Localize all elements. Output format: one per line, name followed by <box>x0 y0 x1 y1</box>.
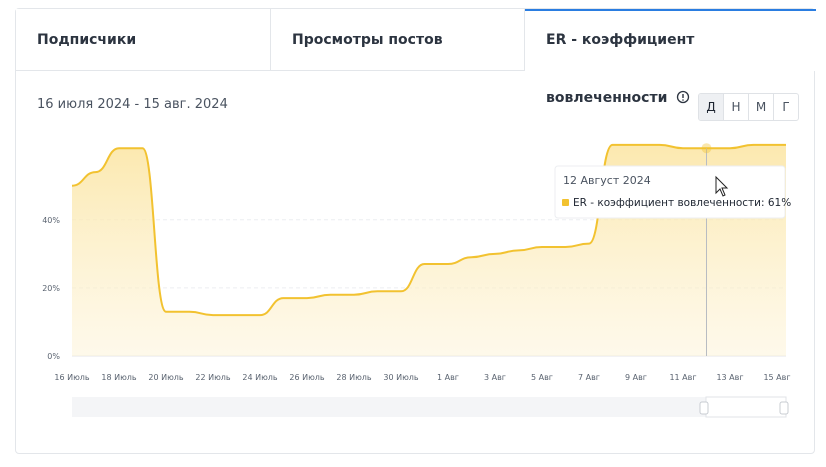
tab[interactable]: Подписчики <box>16 9 271 71</box>
navigator-handle[interactable] <box>699 401 709 415</box>
period-button[interactable]: Н <box>723 94 748 120</box>
navigator-window[interactable] <box>705 396 787 418</box>
x-tick-label: 28 Июль <box>336 373 372 382</box>
x-tick-label: 22 Июль <box>195 373 231 382</box>
cursor <box>715 175 729 197</box>
x-tick-label: 18 Июль <box>101 373 137 382</box>
period-button[interactable]: Д <box>699 94 723 120</box>
tab-label: ER - коэффициент вовлеченности <box>546 32 695 106</box>
navigator-track <box>72 397 786 417</box>
tooltip-date: 12 Август 2024 <box>563 174 651 187</box>
x-tick-label: 13 Авг <box>716 373 743 382</box>
x-tick-label: 9 Авг <box>625 373 647 382</box>
x-tick-label: 30 Июль <box>383 373 419 382</box>
tooltip-box <box>554 165 786 219</box>
period-buttons: Д Н М Г <box>698 93 799 121</box>
period-button[interactable]: Г <box>773 94 798 120</box>
tab[interactable]: Просмотры постов <box>271 9 525 71</box>
x-tick-label: 11 Авг <box>669 373 696 382</box>
navigator-handle[interactable] <box>779 401 789 415</box>
tooltip: 12 Август 2024 ER - коэффициент вовлеченн… <box>554 165 791 219</box>
line <box>71 143 786 317</box>
tooltip-text: ER - коэффициент вовлеченности: 61% <box>573 197 791 209</box>
x-tick-label: 15 Авг <box>763 373 790 382</box>
x-tick-label: 5 Авг <box>531 373 553 382</box>
x-tick-label: 3 Авг <box>484 373 506 382</box>
navigator[interactable] <box>72 396 789 418</box>
x-tick-label: 1 Авг <box>437 373 459 382</box>
x-tick-label: 24 Июль <box>242 373 278 382</box>
x-tick-label: 26 Июль <box>289 373 325 382</box>
y-tick-label: 0% <box>47 352 60 361</box>
hover-point <box>701 143 712 154</box>
x-tick-label: 20 Июль <box>148 373 184 382</box>
tabs: Подписчики Просмотры постов ER - коэффиц… <box>16 9 816 106</box>
period-button[interactable]: М <box>748 94 773 120</box>
x-tick-label: 16 Июль <box>54 373 90 382</box>
x-tick-label: 7 Авг <box>578 373 600 382</box>
tab-active[interactable]: ER - коэффициент вовлеченности <box>525 9 816 106</box>
date-range[interactable]: 16 июля 2024 - 15 авг. 2024 <box>37 97 228 112</box>
y-tick-label: 40% <box>42 216 60 225</box>
info-icon[interactable] <box>676 90 690 104</box>
tooltip-swatch <box>562 199 569 206</box>
y-tick-label: 20% <box>42 284 60 293</box>
card: Подписчики Просмотры постов ER - коэффиц… <box>15 8 816 454</box>
